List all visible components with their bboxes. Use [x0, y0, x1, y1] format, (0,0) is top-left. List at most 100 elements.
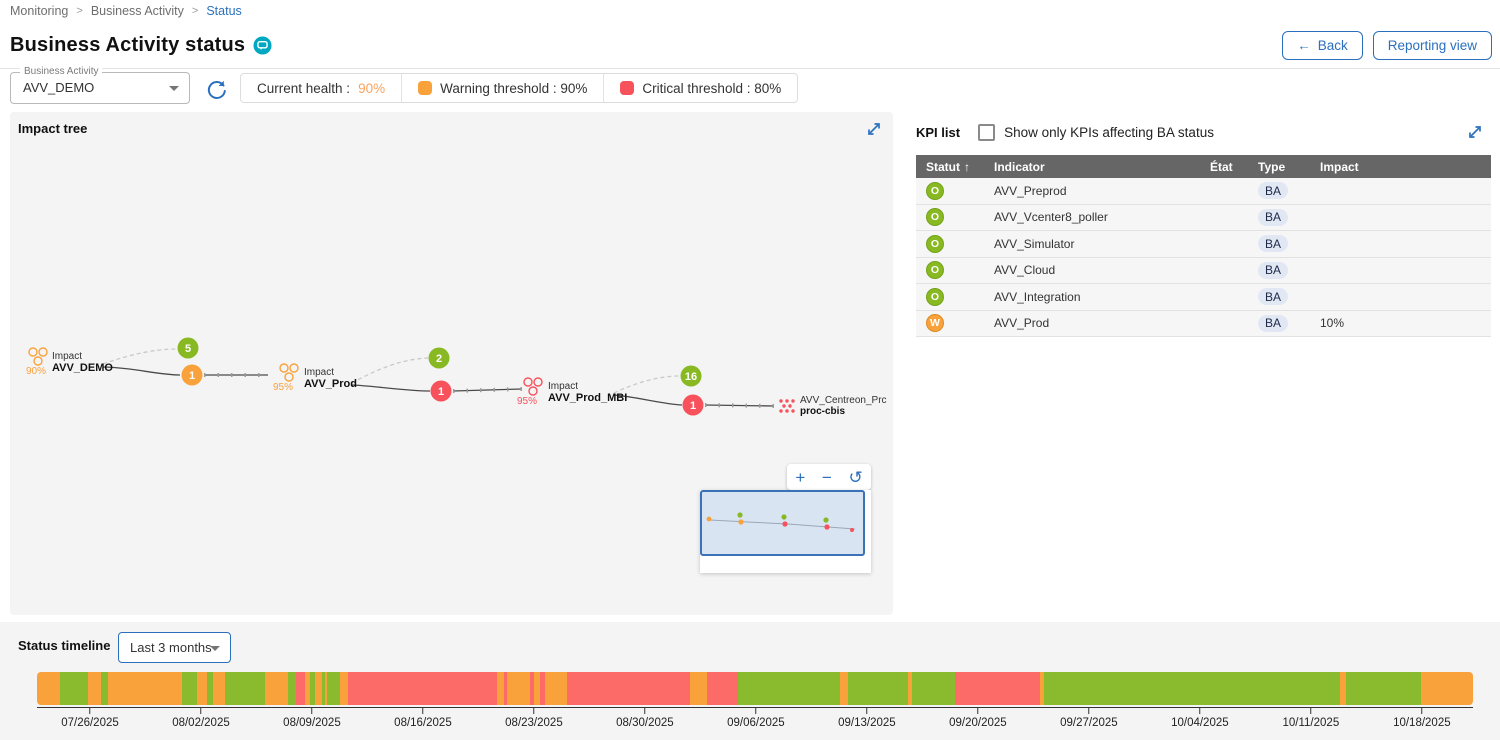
timeline-segment-ok[interactable]: [225, 672, 265, 705]
timeline-segment-ok[interactable]: [1346, 672, 1421, 705]
status-timeline-section: Status timeline Last 3 months 07/26/2025…: [0, 622, 1500, 740]
tree-node-health: 95%: [517, 396, 537, 407]
timeline-segment-warning[interactable]: [197, 672, 207, 705]
expand-icon[interactable]: [1466, 123, 1484, 141]
business-activity-select[interactable]: Business Activity AVV_DEMO: [10, 66, 190, 104]
timeline-segment-ok[interactable]: [322, 672, 325, 705]
timeline-segment-ok[interactable]: [60, 672, 88, 705]
reporting-view-label: Reporting view: [1387, 37, 1477, 53]
timeline-segment-ok[interactable]: [182, 672, 197, 705]
timeline-segment-warning[interactable]: [325, 672, 327, 705]
column-type[interactable]: Type: [1258, 159, 1286, 174]
expand-icon[interactable]: [865, 120, 883, 138]
timeline-bar[interactable]: [37, 672, 1473, 705]
timeline-segment-critical[interactable]: [348, 672, 497, 705]
timeline-segment-critical[interactable]: [504, 672, 507, 705]
timeline-segment-warning[interactable]: [507, 672, 530, 705]
tree-minimap[interactable]: [700, 490, 871, 573]
timeline-segment-warning[interactable]: [305, 672, 310, 705]
table-row[interactable]: O AVV_Preprod BA: [916, 178, 1491, 205]
timeline-date-label: 09/27/2025: [1060, 717, 1118, 729]
timeline-segment-critical[interactable]: [296, 672, 305, 705]
minimap-viewport[interactable]: [700, 490, 865, 556]
column-statut[interactable]: Statut ↑: [916, 160, 994, 174]
timeline-segment-warning[interactable]: [37, 672, 60, 705]
timeline-segment-ok[interactable]: [738, 672, 840, 705]
kpi-indicator: AVV_Prod: [994, 316, 1050, 331]
timeline-segment-ok[interactable]: [327, 672, 340, 705]
timeline-segment-ok[interactable]: [848, 672, 908, 705]
tree-node-avv-prod-mbi[interactable]: 95% Impact AVV_Prod_MBI: [517, 377, 627, 407]
timeline-segment-warning[interactable]: [340, 672, 348, 705]
timeline-segment-warning[interactable]: [534, 672, 540, 705]
tree-badge-critical[interactable]: 1: [430, 380, 452, 402]
timeline-date-label: 08/23/2025: [505, 717, 563, 729]
status-badge: O: [926, 234, 944, 253]
reporting-view-button[interactable]: Reporting view: [1372, 30, 1492, 60]
zoom-reset-button[interactable]: ↺: [848, 467, 863, 487]
timeline-segment-warning[interactable]: [840, 672, 848, 705]
current-health: Current health : 90%: [241, 74, 401, 102]
impact-tree-graph[interactable]: 90% Impact AVV_DEMO 5 1 95% Impact AVV_P…: [10, 112, 893, 615]
timeline-segment-warning[interactable]: [1040, 672, 1044, 705]
tree-node-health: 95%: [273, 382, 293, 393]
tree-node-avv-prod[interactable]: 95% Impact AVV_Prod: [273, 363, 357, 393]
kpi-indicator: AVV_Cloud: [994, 263, 1056, 278]
timeline-segment-warning[interactable]: [545, 672, 567, 705]
warning-threshold-label: Warning threshold : 90%: [440, 80, 588, 96]
breadcrumb-status[interactable]: Status: [206, 4, 242, 18]
timeline-segment-warning[interactable]: [1421, 672, 1473, 705]
column-indicator[interactable]: Indicator: [994, 159, 1045, 174]
timeline-tick-icon: [422, 708, 424, 714]
timeline-segment-ok[interactable]: [912, 672, 955, 705]
table-row[interactable]: O AVV_Cloud BA: [916, 257, 1491, 284]
table-row[interactable]: O AVV_Vcenter8_poller BA: [916, 204, 1491, 231]
timeline-segment-ok[interactable]: [288, 672, 296, 705]
tree-node-prefix: Impact: [548, 381, 578, 392]
timeline-segment-ok[interactable]: [1044, 672, 1340, 705]
column-etat[interactable]: État: [1210, 159, 1233, 174]
timeline-segment-ok[interactable]: [101, 672, 108, 705]
tree-node-avv-demo[interactable]: 90% Impact AVV_DEMO: [26, 347, 113, 377]
tree-badge-ok[interactable]: 16: [680, 365, 702, 387]
timeline-segment-warning[interactable]: [1340, 672, 1346, 705]
timeline-segment-critical[interactable]: [955, 672, 1040, 705]
timeline-segment-warning[interactable]: [908, 672, 912, 705]
refresh-icon[interactable]: [206, 78, 228, 100]
column-impact[interactable]: Impact: [1320, 159, 1359, 174]
zoom-out-button[interactable]: −: [821, 467, 832, 487]
table-row[interactable]: W AVV_Prod BA 10%: [916, 310, 1491, 337]
timeline-tick-icon: [200, 708, 202, 714]
tree-badge-warning[interactable]: 1: [181, 364, 203, 386]
timeline-segment-critical[interactable]: [530, 672, 534, 705]
table-row[interactable]: O AVV_Integration BA: [916, 284, 1491, 311]
timeline-segment-warning[interactable]: [690, 672, 707, 705]
kpi-table: Statut ↑ Indicator État Type Impact O AV…: [916, 155, 1491, 337]
timeline-segment-critical[interactable]: [540, 672, 545, 705]
timeline-segment-warning[interactable]: [213, 672, 225, 705]
timeline-date-label: 10/18/2025: [1393, 717, 1451, 729]
breadcrumb-business-activity[interactable]: Business Activity: [90, 4, 184, 18]
tree-badge-critical[interactable]: 1: [682, 394, 704, 416]
timeline-segment-warning[interactable]: [497, 672, 504, 705]
timeline-segment-critical[interactable]: [707, 672, 738, 705]
tree-badge-ok[interactable]: 5: [177, 337, 199, 359]
tree-badge-ok[interactable]: 2: [428, 347, 450, 369]
timeline-segment-warning[interactable]: [265, 672, 288, 705]
zoom-in-button[interactable]: +: [795, 467, 806, 487]
breadcrumb-monitoring[interactable]: Monitoring: [10, 4, 69, 18]
show-only-kpis-checkbox[interactable]: [978, 123, 996, 141]
breadcrumb: Monitoring > Business Activity > Status: [10, 4, 242, 18]
timeline-segment-warning[interactable]: [108, 672, 182, 705]
timeline-segment-ok[interactable]: [207, 672, 213, 705]
timeline-range-select[interactable]: Last 3 months: [118, 632, 231, 663]
back-button[interactable]: ← Back: [1282, 30, 1363, 60]
tree-node-proc-cbis[interactable]: AVV_Centreon_Prc proc-cbis: [779, 395, 887, 417]
timeline-segment-warning[interactable]: [315, 672, 322, 705]
timeline-segment-critical[interactable]: [567, 672, 690, 705]
timeline-segment-ok[interactable]: [310, 672, 315, 705]
timeline-segment-warning[interactable]: [88, 672, 101, 705]
warning-swatch-icon: [418, 81, 433, 95]
tree-node-sub: proc-cbis: [800, 406, 845, 417]
table-row[interactable]: O AVV_Simulator BA: [916, 231, 1491, 258]
